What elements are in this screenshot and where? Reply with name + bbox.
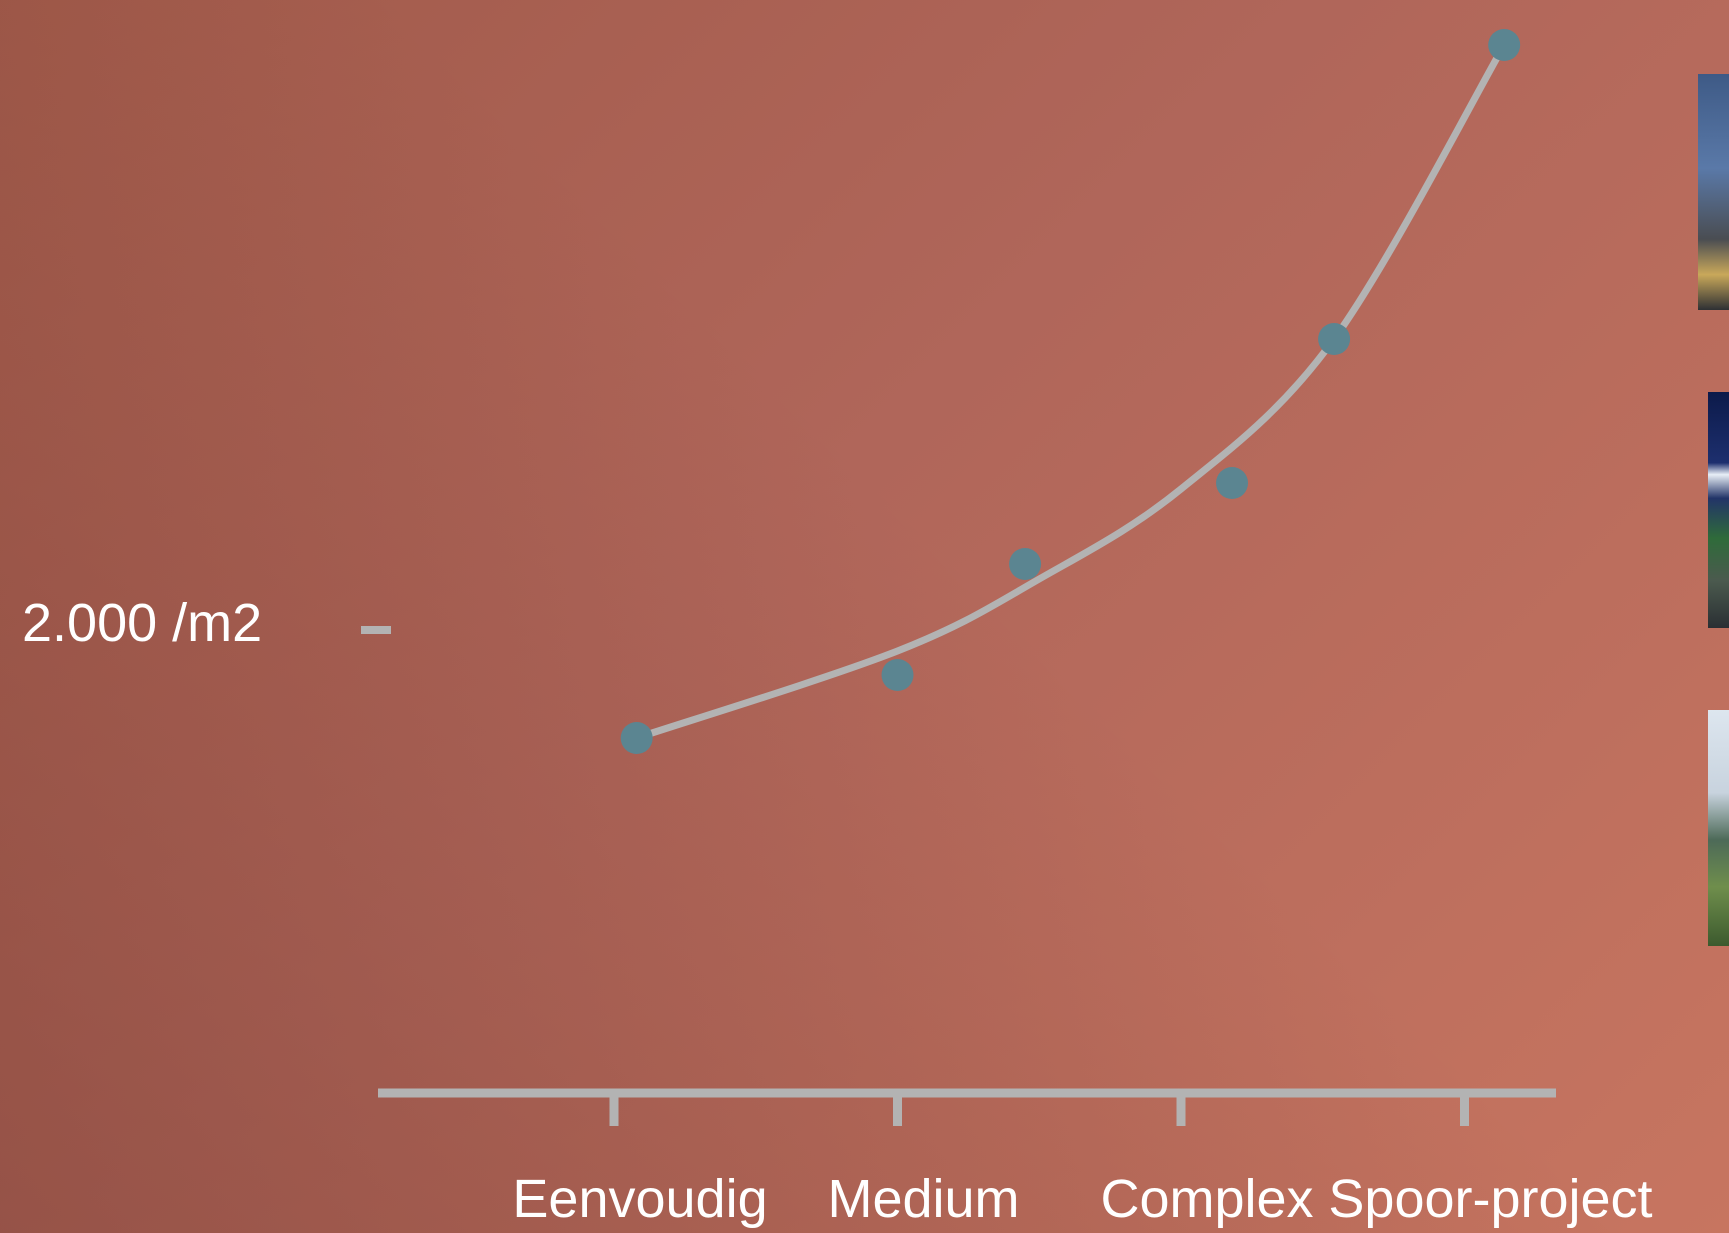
- data-point-2: [881, 659, 914, 691]
- rail-yard-photo: [1698, 74, 1729, 310]
- data-point-3: [1009, 548, 1042, 580]
- data-point-6: [1488, 29, 1521, 61]
- x-tick-label-3: Complex: [1100, 1169, 1313, 1229]
- data-point-5: [1318, 323, 1351, 355]
- x-tick-label-2: Medium: [827, 1169, 1019, 1229]
- x-axis: [361, 626, 1556, 1098]
- green-area-photo: [1708, 710, 1729, 946]
- x-tick-label-4: Spoor-project: [1328, 1169, 1652, 1229]
- x-tick-label-1: Eenvoudig: [512, 1169, 767, 1229]
- y-tick-label: 2.000 /m2: [22, 593, 263, 653]
- trend-curve: [633, 41, 1508, 742]
- points-layer: [620, 29, 1521, 754]
- night-station-photo: [1708, 392, 1729, 628]
- x-tick-layer: Eenvoudig Medium Complex Spoor-project: [512, 1093, 1653, 1229]
- data-point-4: [1216, 467, 1249, 499]
- trend-line-layer: [633, 41, 1508, 742]
- data-point-1: [620, 722, 653, 754]
